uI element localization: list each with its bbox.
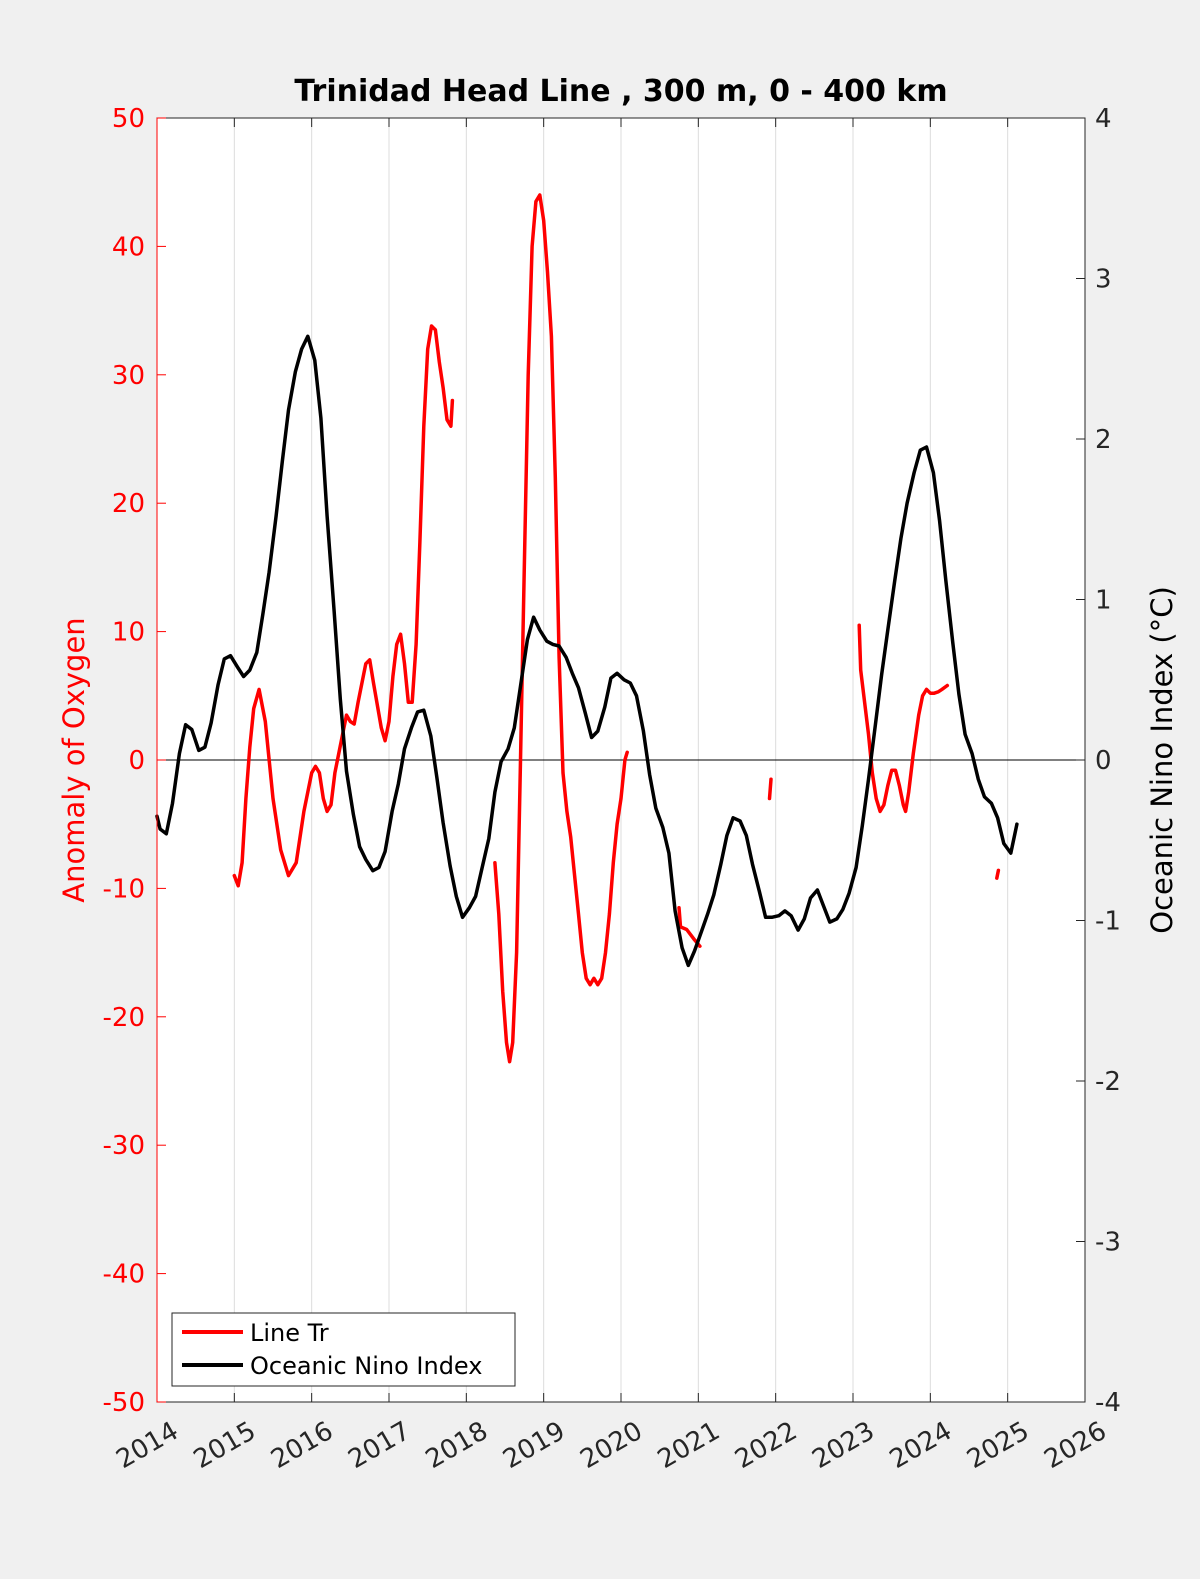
y-left-tick-label-40: 40: [112, 232, 145, 262]
y-right-tick-label-3: 3: [1095, 265, 1112, 295]
series-line-tr-segment-2: [493, 193, 629, 1064]
series-oceanic-nino-index-segment-1: [155, 334, 1019, 968]
axis-ticks: [156, 117, 1086, 1403]
y-right-tick-label--1: -1: [1095, 907, 1121, 937]
y-right-tick-label-2: 2: [1095, 425, 1112, 455]
chart-title: Trinidad Head Line , 300 m, 0 - 400 km: [294, 74, 947, 109]
y-right-tick-label-1: 1: [1095, 586, 1112, 616]
legend-box: [171, 1312, 516, 1387]
y-right-tick-label--2: -2: [1095, 1067, 1121, 1097]
series-line-tr-segment-4: [767, 777, 773, 801]
y-left-tick-label-30: 30: [112, 361, 145, 391]
y-right-tick-label-0: 0: [1095, 746, 1112, 776]
series-line-tr-segment-6: [995, 868, 1001, 880]
y-left-tick-label-0: 0: [128, 746, 145, 776]
y-axis-left-label: Anomaly of Oxygen: [57, 617, 91, 902]
y-left-tick-label--30: -30: [103, 1131, 145, 1161]
y-left-tick-label-50: 50: [112, 104, 145, 134]
y-right-tick-label-4: 4: [1095, 104, 1112, 134]
series-group: [155, 193, 1019, 1064]
y-axis-right-label: Oceanic Nino Index (°C): [1145, 586, 1179, 934]
series-line-tr-segment-1: [232, 324, 455, 888]
y-left-tick-label--20: -20: [103, 1003, 145, 1033]
y-left-tick-label--50: -50: [103, 1388, 145, 1418]
y-right-tick-label--3: -3: [1095, 1228, 1121, 1258]
legend-label-line-tr: Line Tr: [250, 1319, 329, 1347]
legend: Line Tr Oceanic Nino Index: [171, 1312, 516, 1387]
y-left-tick-label-20: 20: [112, 489, 145, 519]
y-left-tick-label--10: -10: [103, 874, 145, 904]
y-left-tick-label-10: 10: [112, 618, 145, 648]
y-right-tick-label--4: -4: [1095, 1388, 1121, 1418]
legend-label-oni: Oceanic Nino Index: [250, 1352, 482, 1380]
y-left-tick-label--40: -40: [103, 1260, 145, 1290]
